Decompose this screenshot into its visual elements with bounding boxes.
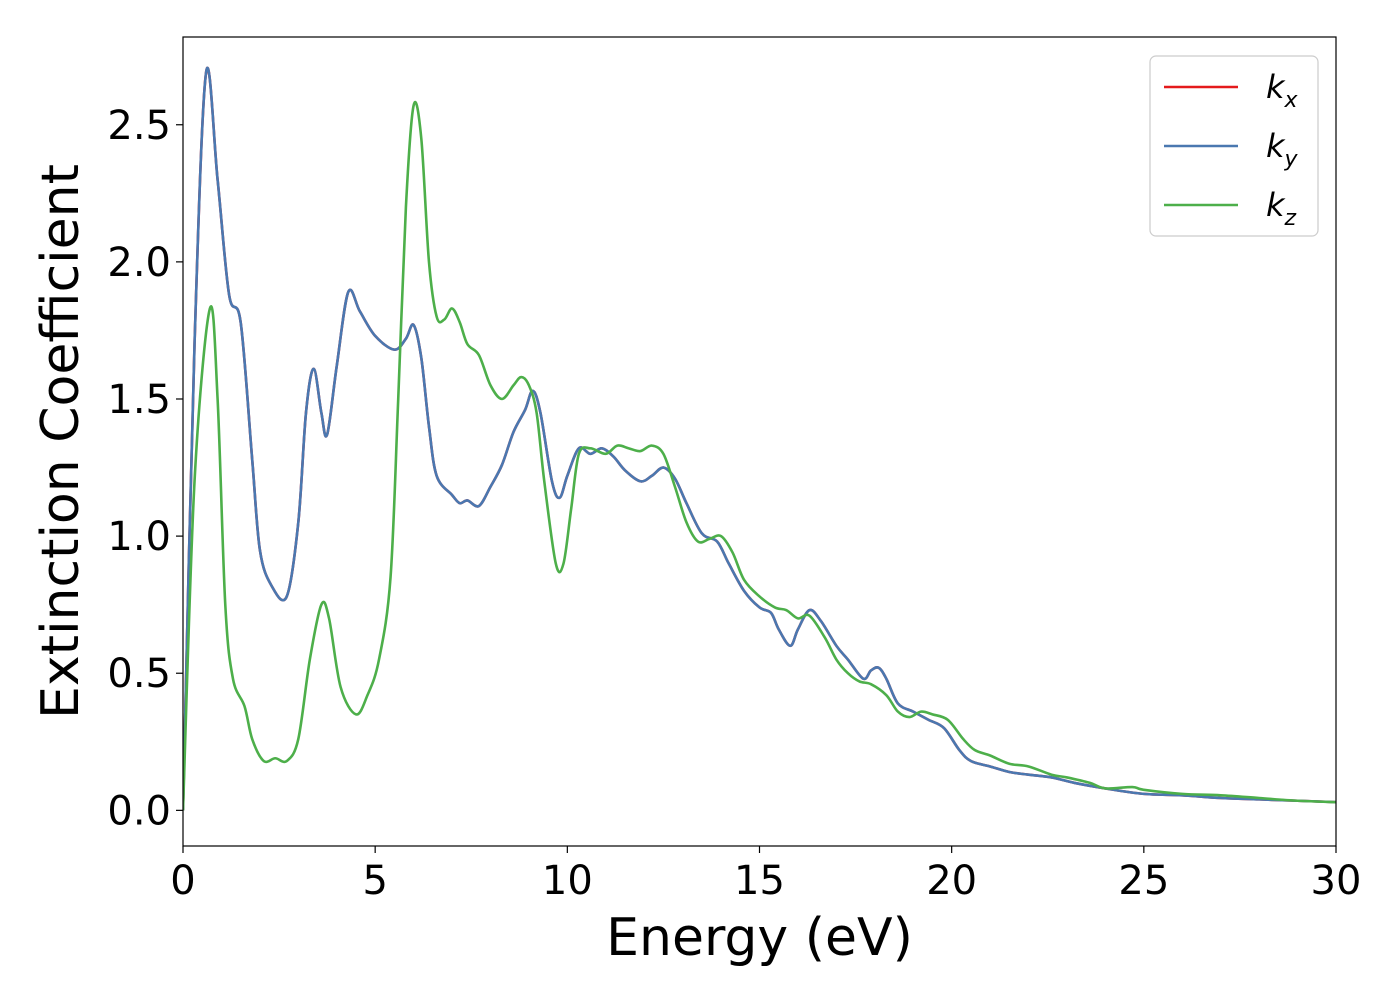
y-tick-label: 1.0	[107, 514, 171, 560]
y-axis-label: Extinction Coefficient	[31, 164, 91, 719]
y-tick-label: 2.5	[107, 103, 171, 149]
x-tick-label: 10	[542, 858, 593, 904]
series-layer	[183, 66, 1336, 811]
y-tick-label: 0.5	[107, 651, 171, 697]
x-tick-label: 20	[926, 858, 977, 904]
x-tick-label: 0	[170, 858, 195, 904]
y-tick-label: 0.0	[107, 788, 171, 834]
x-tick-label: 15	[734, 858, 785, 904]
x-tick-label: 25	[1118, 858, 1169, 904]
series-line-ky	[183, 66, 1336, 811]
legend-entry-kx: kx	[1266, 68, 1299, 113]
legend: kx ky kz	[1149, 55, 1319, 237]
legend-entry-ky: ky	[1266, 127, 1299, 172]
x-axis-label: Energy (eV)	[606, 908, 913, 968]
x-tick-label: 5	[362, 858, 387, 904]
legend-entry-kz: kz	[1266, 186, 1297, 231]
y-axis-ticks: 0.0 0.5 1.0 1.5 2.0 2.5	[107, 103, 183, 834]
x-axis-ticks: 0 5 10 15 20 25 30	[170, 846, 1361, 904]
series-line-kz	[183, 100, 1336, 811]
x-tick-label: 30	[1311, 858, 1362, 904]
y-tick-label: 1.5	[107, 377, 171, 423]
y-tick-label: 2.0	[107, 240, 171, 286]
